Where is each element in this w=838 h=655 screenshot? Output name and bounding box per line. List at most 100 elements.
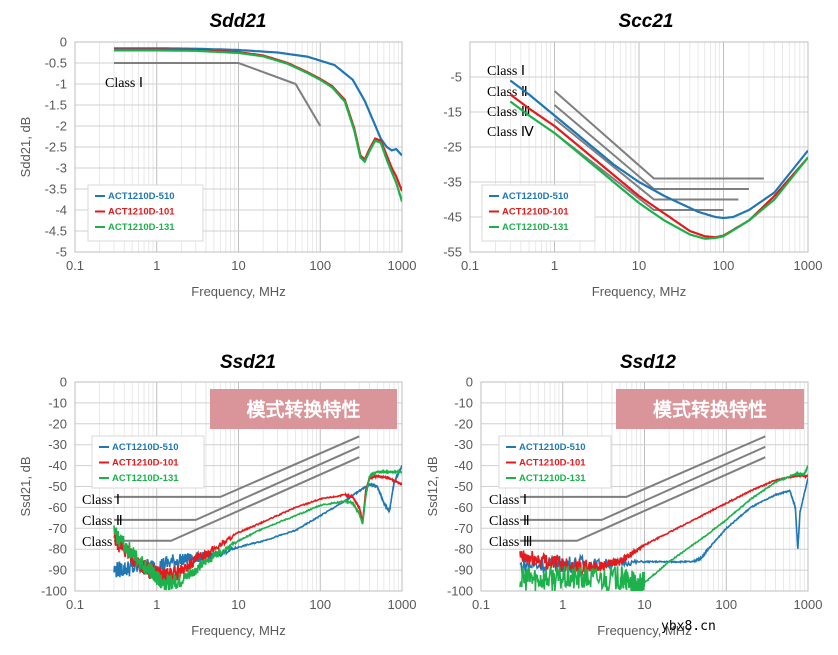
x-tick-label: 1 <box>153 258 160 273</box>
y-tick-label: -100 <box>447 584 473 599</box>
series-ACT1210D-510 <box>509 79 808 220</box>
x-tick-label: 1 <box>559 597 566 612</box>
mode-conversion-label: 模式转换特性 <box>653 398 767 421</box>
ssd21-legend: ACT1210D-510 ACT1210D-101 ACT1210D-131 <box>91 435 205 489</box>
y-tick-label: -2 <box>55 119 67 134</box>
legend-box <box>481 184 596 242</box>
x-tick-label: 1000 <box>794 597 823 612</box>
plot-area <box>74 381 403 592</box>
x-axis-label: Frequency, MHz <box>191 623 285 638</box>
limit-label-2: Class Ⅱ <box>489 514 530 529</box>
y-tick-label: -60 <box>454 500 473 515</box>
x-tick-label: 0.1 <box>461 258 479 273</box>
legend-entry: ACT1210D-101 <box>112 458 179 469</box>
x-tick-label: 100 <box>713 258 735 273</box>
legend-entry: ACT1210D-131 <box>502 222 569 233</box>
series-ACT1210D-131 <box>113 468 402 591</box>
x-tick-label: 1000 <box>388 597 417 612</box>
x-tick-label: 1 <box>551 258 558 273</box>
limit-line-1 <box>553 90 764 180</box>
legend-box <box>498 435 612 489</box>
y-tick-label: -3 <box>55 161 67 176</box>
y-tick-label: -4.5 <box>45 224 67 239</box>
y-tick-label: -3.5 <box>45 182 67 197</box>
y-tick-label: -0.5 <box>45 56 67 71</box>
ssd12-title: Ssd12 <box>620 352 676 373</box>
legend-box <box>91 435 205 489</box>
legend-entry: ACT1210D-510 <box>112 442 179 453</box>
y-tick-label: -4 <box>55 203 67 218</box>
mode-conversion-banner <box>616 389 804 429</box>
x-tick-label: 100 <box>309 258 331 273</box>
y-axis-label: Ssd21, dB <box>18 457 33 517</box>
x-tick-label: 10 <box>231 258 245 273</box>
limit-line-2 <box>114 445 360 521</box>
series-ACT1210D-131 <box>509 100 808 240</box>
y-tick-label: -2.5 <box>45 140 67 155</box>
y-tick-label: -40 <box>48 458 67 473</box>
sdd21-chart: Sdd21 0.1 1 10 100 1000 0 -0.5 -1 -1.5 -2 -2.5 -3 -3.… <box>18 11 416 299</box>
y-tick-label: -90 <box>48 563 67 578</box>
y-tick-label: -50 <box>454 479 473 494</box>
y-tick-label: -1.5 <box>45 98 67 113</box>
y-tick-label: 0 <box>466 375 473 390</box>
y-tick-label: 0 <box>60 375 67 390</box>
limit-label-1: Class Ⅰ <box>105 76 143 91</box>
scc21-title: Scc21 <box>619 11 674 32</box>
ssd21-title: Ssd21 <box>220 352 276 373</box>
series-ACT1210D-101 <box>519 473 808 579</box>
x-tick-label: 0.1 <box>66 258 84 273</box>
series-ACT1210D-131 <box>114 49 402 202</box>
x-axis-label: Frequency, MHz <box>191 284 285 299</box>
y-tick-label: -55 <box>443 245 462 260</box>
plot-area <box>74 41 403 253</box>
x-tick-label: 1 <box>153 597 160 612</box>
scc21-chart: Scc21 0.1 1 10 100 1000 -5 -15 -25 -35 -45 -55 Frequ… <box>443 11 822 299</box>
y-axis-label: Ssd12, dB <box>425 457 440 517</box>
limit-line-1 <box>520 435 766 498</box>
y-axis-label: Sdd21, dB <box>18 117 33 178</box>
legend-entry: ACT1210D-131 <box>108 222 175 233</box>
legend-entry: ACT1210D-510 <box>108 191 175 202</box>
legend-entry: ACT1210D-510 <box>519 442 586 453</box>
limit-line-4 <box>553 132 724 211</box>
limit-label-4: Class Ⅳ <box>487 125 534 140</box>
mode-conversion-label: 模式转换特性 <box>246 398 360 421</box>
x-axis-label: Frequency, MHz <box>597 623 691 638</box>
ssd21-chart: Ssd21 0.1 1 10 100 1000 0 -10 -20 -30 -40 -50 -60 -70… <box>18 352 416 638</box>
limit-line-3 <box>520 456 766 542</box>
watermark: ybx8.cn <box>661 619 716 634</box>
y-tick-label: -10 <box>454 395 473 410</box>
limit-label-1: Class Ⅰ <box>489 493 527 508</box>
y-tick-label: -60 <box>48 500 67 515</box>
x-tick-label: 0.1 <box>472 597 490 612</box>
x-tick-label: 100 <box>309 597 331 612</box>
y-tick-label: -30 <box>48 437 67 452</box>
y-tick-label: -70 <box>48 521 67 536</box>
x-tick-label: 100 <box>715 597 737 612</box>
y-tick-label: -35 <box>443 175 462 190</box>
y-tick-label: -25 <box>443 140 462 155</box>
limit-line-3 <box>114 456 360 542</box>
series-ACT1210D-131 <box>519 465 808 591</box>
limit-label-2: Class Ⅱ <box>82 514 123 529</box>
ssd12-chart: Ssd12 0.1 1 10 100 1000 0 -10 -20 -30 -40 -50 -60 -70… <box>425 352 822 638</box>
y-tick-label: -5 <box>55 245 67 260</box>
y-tick-label: 0 <box>60 35 67 50</box>
y-tick-label: -40 <box>454 458 473 473</box>
y-tick-label: -5 <box>450 70 462 85</box>
x-tick-label: 10 <box>632 258 646 273</box>
y-tick-label: -20 <box>454 416 473 431</box>
ssd12-legend: ACT1210D-510 ACT1210D-101 ACT1210D-131 <box>498 435 612 489</box>
plot-area <box>480 381 809 592</box>
legend-entry: ACT1210D-510 <box>502 191 569 202</box>
limit-label-1: Class Ⅰ <box>487 64 525 79</box>
limit-line-1 <box>114 435 360 498</box>
y-tick-label: -80 <box>454 542 473 557</box>
x-tick-label: 1000 <box>388 258 417 273</box>
y-tick-label: -20 <box>48 416 67 431</box>
sdd21-title: Sdd21 <box>209 11 266 32</box>
y-tick-label: -10 <box>48 395 67 410</box>
limit-line-1 <box>114 62 322 127</box>
